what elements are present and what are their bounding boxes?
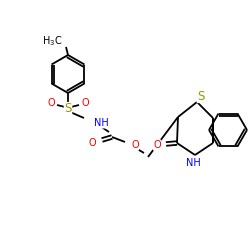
Text: S: S xyxy=(197,90,205,102)
Text: O: O xyxy=(153,140,161,150)
Text: O: O xyxy=(47,98,55,108)
Text: O: O xyxy=(131,140,138,150)
Text: NH: NH xyxy=(186,158,200,168)
Text: NH: NH xyxy=(94,118,109,128)
Text: O: O xyxy=(88,138,96,148)
Text: H$_3$C: H$_3$C xyxy=(42,34,62,48)
Text: O: O xyxy=(81,98,89,108)
Text: S: S xyxy=(64,102,72,116)
